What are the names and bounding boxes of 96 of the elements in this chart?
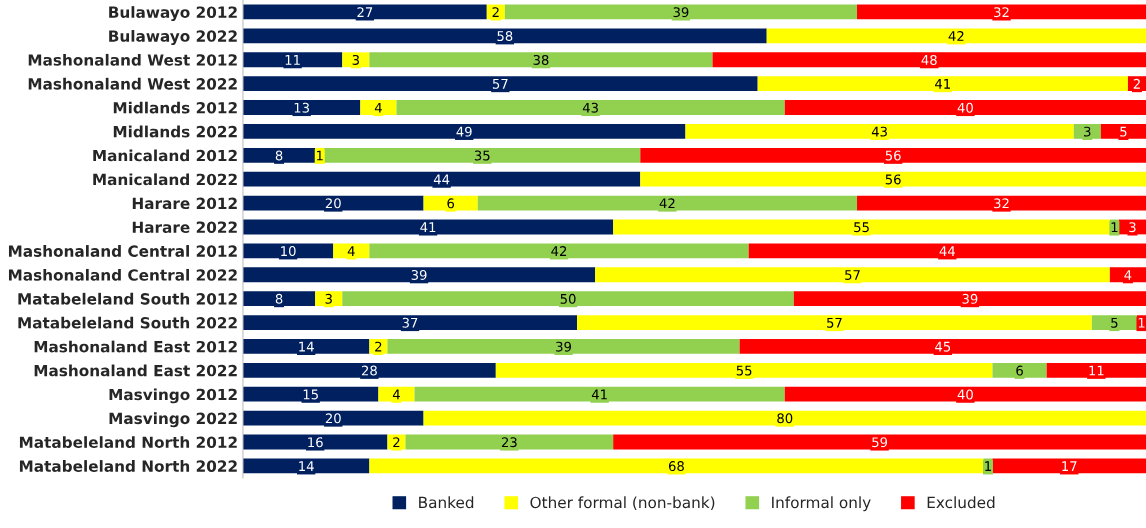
- data-label: 1: [1138, 317, 1145, 328]
- data-label: 4: [374, 102, 382, 113]
- y-tick-label: Midlands 2022: [113, 125, 237, 138]
- data-label: 1: [1111, 222, 1118, 232]
- data-label: 14: [299, 461, 314, 471]
- data-label: 43: [871, 126, 887, 137]
- data-label: 80: [777, 413, 793, 424]
- data-label: 57: [492, 79, 508, 89]
- data-label: 59: [872, 437, 888, 448]
- data-label: 42: [551, 246, 567, 256]
- data-label: 4: [392, 389, 400, 400]
- data-label: 35: [474, 150, 490, 161]
- y-tick-label: Matabeleland North 2022: [19, 460, 237, 472]
- data-label: 3: [325, 293, 332, 304]
- data-label: 4: [347, 246, 355, 256]
- data-label: 2: [492, 7, 499, 17]
- data-label: 56: [885, 150, 901, 161]
- data-label: 42: [659, 198, 675, 209]
- y-tick-label: Manicaland 2022: [93, 173, 237, 186]
- data-label: 56: [885, 174, 901, 185]
- y-tick-label: Masvingo 2012: [109, 388, 237, 404]
- data-label: 39: [673, 7, 689, 18]
- data-label: 38: [533, 54, 549, 65]
- y-tick-label: Bulawayo 2012: [109, 6, 237, 22]
- data-label: 42: [948, 31, 964, 41]
- data-label: 3: [352, 54, 359, 65]
- data-label: 2: [375, 341, 382, 352]
- data-label: 41: [420, 222, 436, 232]
- data-label: 32: [994, 7, 1009, 18]
- data-label: 16: [308, 437, 323, 448]
- data-label: 58: [497, 31, 513, 42]
- data-label: 8: [275, 293, 283, 304]
- data-label: 68: [668, 461, 684, 472]
- data-label: 3: [1084, 126, 1091, 137]
- data-label: 11: [285, 55, 300, 65]
- data-label: 55: [854, 222, 869, 233]
- y-tick-label: Mashonaland Central 2012: [8, 245, 237, 257]
- data-label: 41: [935, 79, 950, 89]
- data-label: 2: [393, 437, 400, 448]
- data-label: 6: [1016, 365, 1023, 376]
- data-label: 44: [433, 174, 450, 185]
- data-label: 45: [935, 341, 951, 352]
- data-label: 37: [402, 317, 418, 328]
- y-tick-label: Mashonaland East 2022: [34, 364, 237, 377]
- data-label: 39: [556, 341, 571, 352]
- data-label: 1: [985, 461, 991, 471]
- data-label: 57: [845, 270, 860, 280]
- data-label: 28: [361, 365, 377, 376]
- data-label: 27: [357, 7, 373, 17]
- data-label: 10: [281, 246, 296, 257]
- data-label: 11: [1089, 365, 1104, 376]
- data-label: 13: [294, 102, 309, 113]
- y-tick-label: Mashonaland East 2012: [34, 340, 237, 353]
- data-label: 55: [736, 365, 752, 376]
- y-tick-label: Manicaland 2012: [93, 149, 237, 162]
- data-label: 23: [501, 437, 517, 448]
- legend-label: Banked: [419, 496, 474, 509]
- data-label: 5: [1111, 317, 1118, 328]
- data-label: 39: [962, 293, 978, 304]
- y-tick-label: Matabeleland South 2012: [18, 292, 237, 305]
- legend-label: Other formal (non-bank): [530, 496, 715, 510]
- data-label: 32: [994, 198, 1009, 209]
- data-label: 44: [939, 246, 955, 256]
- data-label: 2: [1133, 78, 1140, 89]
- y-tick-label: Masvingo 2022: [109, 412, 237, 428]
- legend-label: Informal only: [772, 496, 871, 512]
- data-label: 20: [325, 413, 341, 424]
- y-tick-label: Midlands 2012: [113, 101, 237, 114]
- y-tick-label: Bulawayo 2022: [109, 30, 237, 45]
- data-label: 5: [1120, 126, 1127, 137]
- data-label: 48: [921, 54, 937, 65]
- data-label: 49: [456, 126, 472, 137]
- data-label: 3: [1129, 222, 1136, 233]
- y-tick-label: Harare 2012: [132, 197, 237, 210]
- data-label: 50: [560, 293, 576, 304]
- data-label: 4: [1124, 270, 1132, 280]
- data-label: 15: [303, 389, 318, 400]
- y-tick-label: Harare 2022: [132, 221, 237, 233]
- data-label: 40: [957, 102, 973, 113]
- legend-label: Excluded: [927, 496, 995, 509]
- y-tick-label: Mashonaland West 2012: [28, 53, 237, 66]
- data-label: 17: [1062, 461, 1077, 471]
- data-label: 40: [957, 389, 973, 400]
- data-label: 39: [411, 269, 427, 280]
- data-label: 8: [275, 150, 283, 161]
- y-tick-label: Mashonaland West 2022: [28, 77, 237, 90]
- data-label: 57: [827, 317, 842, 328]
- data-label: 6: [447, 198, 455, 209]
- data-label: 14: [299, 341, 314, 352]
- y-tick-label: Mashonaland Central 2022: [8, 268, 237, 281]
- data-label: 41: [591, 389, 607, 400]
- y-tick-label: Matabeleland North 2012: [19, 436, 237, 449]
- data-label: 43: [582, 102, 598, 113]
- data-label: 1: [316, 150, 323, 161]
- data-label: 20: [325, 198, 341, 209]
- y-tick-label: Matabeleland South 2022: [18, 316, 237, 329]
